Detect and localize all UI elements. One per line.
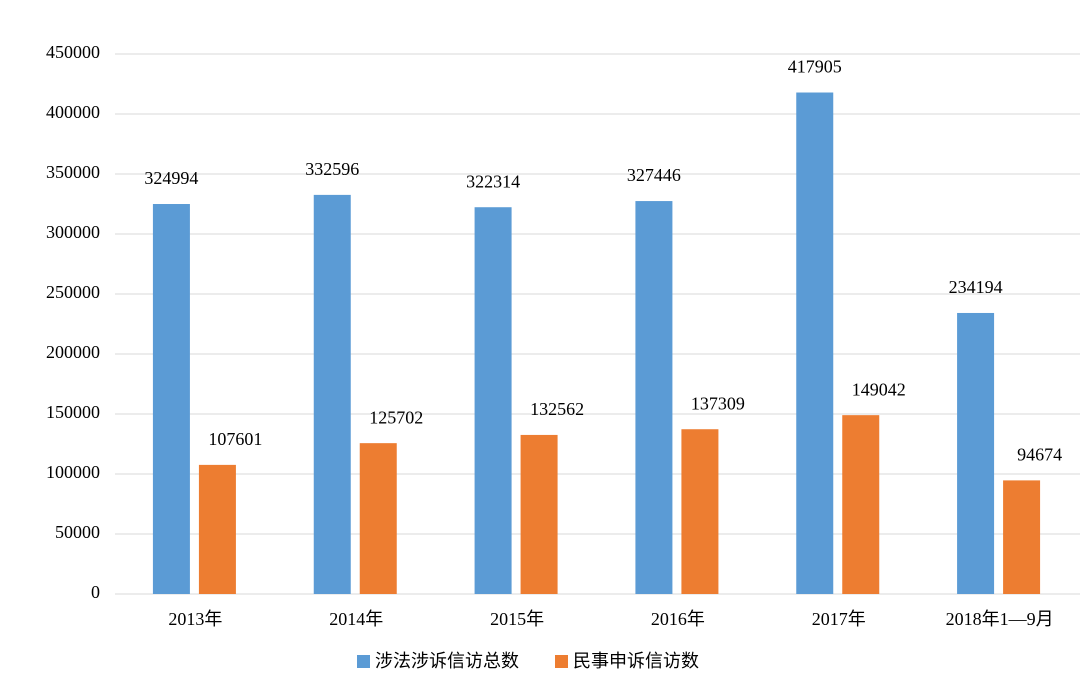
bar (796, 92, 834, 594)
bar (842, 415, 880, 594)
y-tick-label: 400000 (46, 102, 100, 122)
y-tick-label: 100000 (46, 462, 100, 482)
bar (474, 207, 512, 594)
y-tick-label: 450000 (46, 42, 100, 62)
y-tick-label: 250000 (46, 282, 100, 302)
y-tick-label: 50000 (55, 522, 100, 542)
bar (313, 194, 351, 594)
bar (681, 429, 719, 594)
y-tick-label: 300000 (46, 222, 100, 242)
x-tick-label: 2016年 (651, 609, 705, 629)
legend: 涉法涉诉信访总数 民事申诉信访数 (357, 651, 699, 672)
x-tick-label: 2017年 (812, 609, 866, 629)
value-label: 327446 (627, 165, 681, 185)
value-label: 137309 (691, 393, 745, 413)
y-tick-label: 0 (91, 582, 100, 602)
x-tick-label: 2015年 (490, 609, 544, 629)
y-tick-label: 200000 (46, 342, 100, 362)
x-tick-label: 2013年 (168, 609, 222, 629)
bar (359, 443, 397, 594)
legend-label: 涉法涉诉信访总数 (375, 651, 519, 672)
value-label: 324994 (144, 168, 198, 188)
value-label: 107601 (208, 429, 262, 449)
value-label: 94674 (1017, 445, 1062, 465)
y-tick-label: 150000 (46, 402, 100, 422)
legend-swatch (357, 655, 370, 668)
y-tick-label: 350000 (46, 162, 100, 182)
value-label: 417905 (788, 57, 842, 77)
x-tick-label: 2014年 (329, 609, 383, 629)
x-tick-label: 2018年1—9月 (946, 609, 1054, 629)
value-label: 234194 (949, 277, 1003, 297)
value-label: 125702 (369, 407, 423, 427)
legend-label: 民事申诉信访数 (573, 651, 699, 672)
bar (635, 201, 673, 594)
bar (198, 464, 236, 594)
value-label: 149042 (852, 379, 906, 399)
bar (152, 204, 190, 594)
value-label: 332596 (305, 159, 359, 179)
bar (520, 434, 558, 594)
value-label: 322314 (466, 171, 520, 191)
value-label: 132562 (530, 399, 584, 419)
bar (1003, 480, 1041, 594)
legend-swatch (555, 655, 568, 668)
bar (957, 312, 995, 594)
